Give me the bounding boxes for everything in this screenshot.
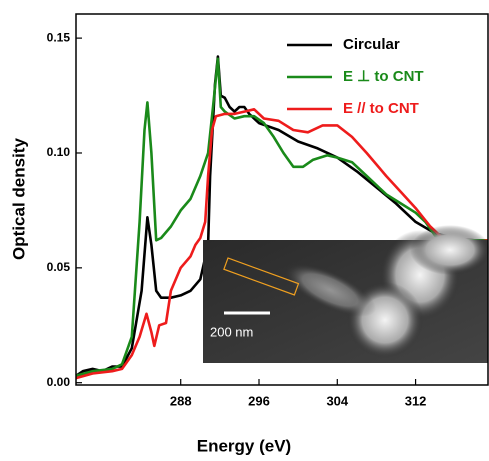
plot-frame [75, 13, 489, 386]
legend-label: E ⊥ to CNT [343, 68, 424, 85]
x-tick-label: 304 [326, 393, 348, 408]
y-tick-label: 0.10 [47, 145, 71, 159]
series-line [75, 57, 488, 378]
x-tick-label: 296 [248, 393, 270, 408]
y-tick-label: 0.15 [47, 30, 71, 44]
series-line [75, 108, 489, 380]
x-axis-label: Energy (eV) [197, 436, 291, 455]
legend-label: Circular [343, 36, 400, 53]
y-tick-label: 0.05 [47, 260, 71, 274]
x-tick-label: 312 [405, 393, 427, 408]
scale-label: 200 nm [210, 324, 253, 339]
legend-label: E // to CNT [343, 100, 419, 117]
y-axis-label: Optical density [9, 138, 28, 260]
inset-image: 200 nm [203, 225, 489, 363]
y-tick-label: 0.00 [47, 375, 71, 389]
x-tick-label: 288 [170, 393, 192, 408]
